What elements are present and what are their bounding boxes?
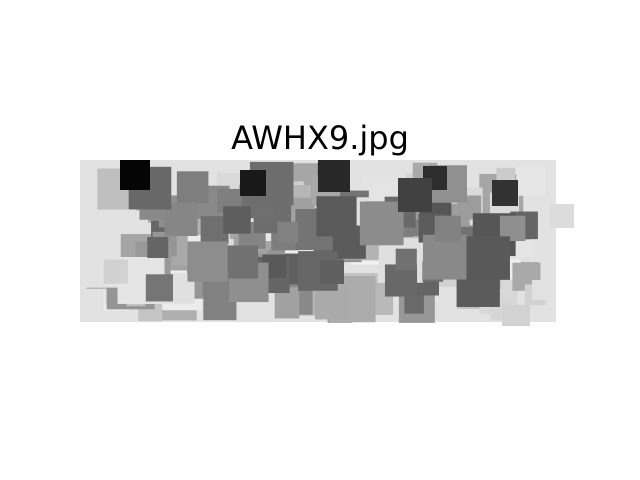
mosaic-tile <box>187 241 228 282</box>
mosaic-tile <box>314 286 349 320</box>
image-mosaic <box>80 160 576 326</box>
mosaic-tile <box>513 239 533 258</box>
mosaic-tile <box>395 248 417 270</box>
mosaic-tile <box>120 160 150 190</box>
mosaic-tile <box>103 259 128 284</box>
mosaic-tile <box>516 166 546 196</box>
mosaic-tile <box>466 236 510 280</box>
mosaic-tile <box>240 170 266 196</box>
mosaic-tile <box>318 160 350 192</box>
mosaic-tile <box>145 274 173 302</box>
mosaic-tile <box>422 234 468 280</box>
mosaic-tile <box>320 260 344 284</box>
mosaic-tile <box>434 215 461 242</box>
mosaic-tile <box>398 178 432 212</box>
mosaic-tile <box>147 236 169 258</box>
mosaic-tile <box>550 204 574 228</box>
mosaic-tile <box>176 171 209 203</box>
mosaic-tile <box>223 206 251 234</box>
mosaic-image <box>80 160 576 326</box>
mosaic-tile <box>262 254 287 278</box>
mosaic-tile <box>277 221 299 243</box>
mosaic-tile <box>492 180 518 206</box>
mosaic-tile <box>316 196 357 237</box>
mosaic-tile <box>359 201 404 246</box>
mosaic-tile <box>532 280 552 300</box>
mosaic-tile <box>224 245 259 279</box>
mosaic-tile <box>404 294 424 314</box>
mosaic-tile <box>502 305 530 326</box>
figure-title: AWHX9.jpg <box>231 119 409 157</box>
